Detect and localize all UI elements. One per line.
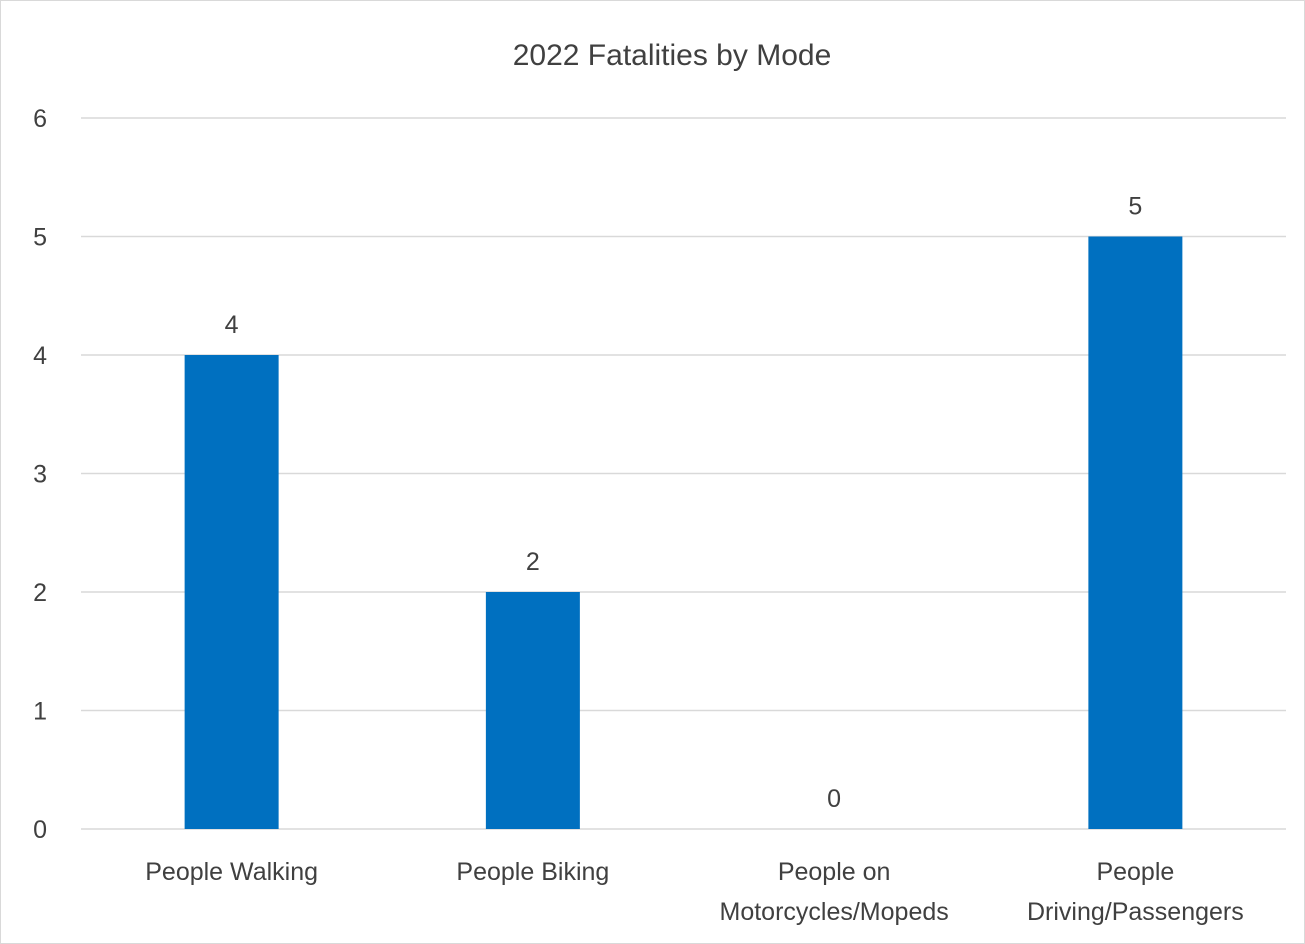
y-tick-label: 3 bbox=[33, 461, 47, 489]
y-tick-label: 0 bbox=[33, 816, 47, 844]
data-labels: 4 2 0 5 bbox=[225, 193, 1143, 814]
data-label: 4 bbox=[225, 311, 239, 339]
bars bbox=[184, 236, 1183, 829]
data-label: 0 bbox=[827, 785, 841, 813]
category-label: People on bbox=[778, 858, 891, 886]
y-tick-label: 5 bbox=[33, 224, 47, 252]
y-tick-label: 2 bbox=[33, 579, 47, 607]
data-label: 2 bbox=[526, 548, 540, 576]
bar bbox=[1088, 236, 1183, 829]
data-label: 5 bbox=[1128, 193, 1142, 221]
category-label: People Biking bbox=[456, 858, 609, 886]
category-label: People bbox=[1096, 858, 1174, 886]
gridlines bbox=[81, 117, 1286, 830]
y-tick-label: 1 bbox=[33, 698, 47, 726]
category-label: Driving/Passengers bbox=[1027, 898, 1244, 926]
y-tick-label: 6 bbox=[33, 105, 47, 133]
bar bbox=[485, 592, 580, 829]
y-axis-tick-labels: 0 1 2 3 4 5 6 bbox=[33, 105, 47, 844]
bar bbox=[184, 355, 279, 829]
x-axis-category-labels: People Walking People Biking People on Moto… bbox=[145, 858, 1244, 926]
category-label: Motorcycles/Mopeds bbox=[720, 898, 949, 926]
category-label: People Walking bbox=[145, 858, 318, 886]
y-tick-label: 4 bbox=[33, 342, 47, 370]
chart-title: 2022 Fatalities by Mode bbox=[513, 39, 832, 72]
